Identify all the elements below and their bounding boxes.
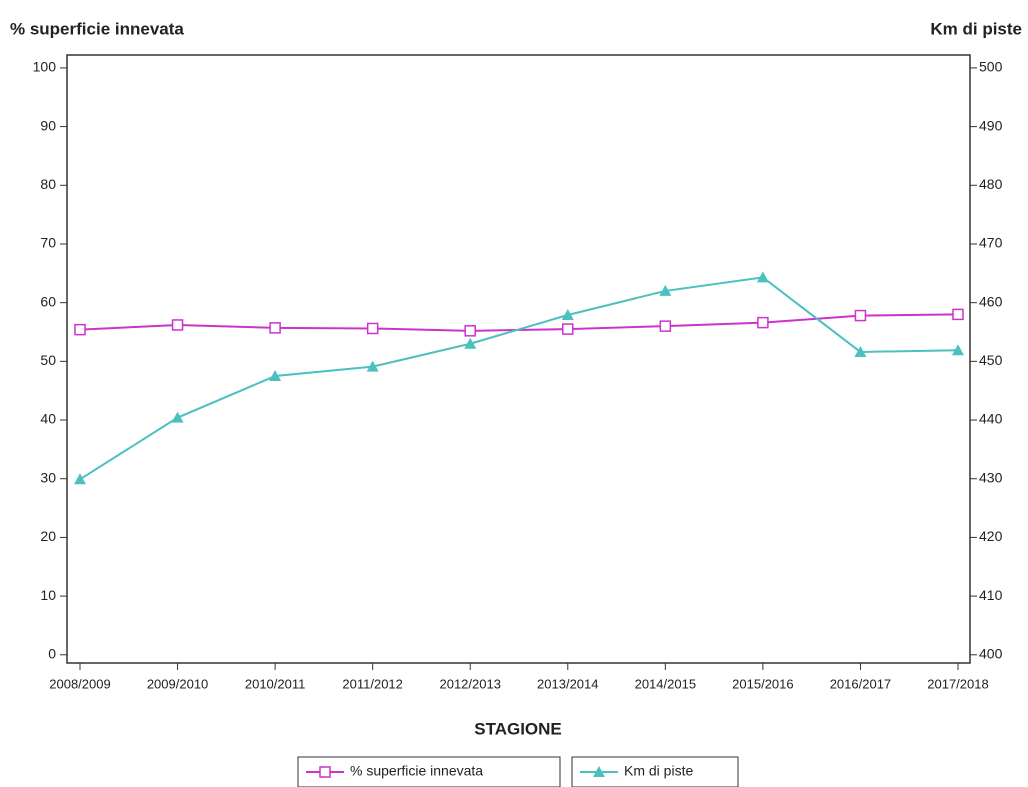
- legend-label: Km di piste: [624, 763, 693, 779]
- data-point: [757, 316, 769, 329]
- data-point: [854, 345, 867, 357]
- x-tick-label: 2011/2012: [342, 676, 403, 691]
- data-point: [171, 319, 184, 331]
- y2-tick-label: 440: [979, 411, 1003, 427]
- x-tick-label: 2008/2009: [49, 676, 110, 691]
- y2-tick-label: 430: [979, 469, 1003, 485]
- data-point: [171, 411, 184, 423]
- data-point: [269, 322, 281, 334]
- y2-tick-label: 500: [979, 59, 1003, 75]
- data-point: [756, 271, 769, 283]
- y-tick-label: 40: [40, 411, 56, 427]
- legend-label: % superficie innevata: [350, 763, 483, 779]
- y2-tick-label: 400: [979, 645, 1003, 661]
- data-point: [74, 473, 86, 485]
- y2-tick-label: 470: [979, 235, 1003, 251]
- series-line: [79, 276, 959, 481]
- data-point: [464, 325, 476, 337]
- x-axis-title: STAGIONE: [474, 719, 562, 738]
- data-point: [562, 323, 574, 335]
- y-axis-title: % superficie innevata: [10, 19, 184, 38]
- data-point: [659, 320, 672, 332]
- plot-frame: [66, 54, 971, 664]
- y2-tick-label: 410: [979, 587, 1003, 603]
- data-point: [366, 322, 379, 335]
- y-tick-label: 10: [40, 587, 56, 603]
- x-tick-label: 2015/2016: [732, 676, 793, 691]
- legend-marker: [319, 766, 331, 778]
- y2-tick-label: 480: [979, 176, 1003, 192]
- x-tick-label: 2009/2010: [147, 676, 208, 691]
- y-tick-label: 0: [48, 645, 56, 661]
- data-point: [366, 360, 379, 372]
- y-tick-label: 30: [40, 469, 56, 485]
- y2-tick-label: 420: [979, 528, 1003, 544]
- x-tick-label: 2010/2011: [245, 676, 306, 691]
- data-point: [269, 370, 282, 382]
- legend-marker: [593, 766, 605, 777]
- y2-axis-title: Km di piste: [930, 19, 1022, 38]
- x-tick-label: 2017/2018: [927, 676, 988, 691]
- data-point: [659, 284, 672, 296]
- y2-tick-label: 460: [979, 293, 1003, 309]
- x-tick-label: 2016/2017: [830, 676, 891, 691]
- y-tick-label: 90: [40, 117, 56, 133]
- y-tick-label: 20: [40, 528, 56, 544]
- y-tick-label: 80: [40, 176, 56, 192]
- data-point: [854, 309, 867, 322]
- data-point: [74, 323, 86, 336]
- x-tick-label: 2014/2015: [635, 676, 696, 691]
- y2-tick-label: 490: [979, 117, 1003, 133]
- data-point: [464, 337, 477, 349]
- y2-tick-label: 450: [979, 352, 1003, 368]
- y-tick-label: 60: [40, 293, 56, 309]
- y-tick-label: 100: [33, 59, 57, 75]
- data-point: [561, 308, 574, 320]
- x-tick-label: 2013/2014: [537, 676, 598, 691]
- y-tick-label: 70: [40, 235, 56, 251]
- y-tick-label: 50: [40, 352, 56, 368]
- data-point: [952, 344, 964, 356]
- x-tick-label: 2012/2013: [439, 676, 500, 691]
- data-point: [952, 308, 964, 321]
